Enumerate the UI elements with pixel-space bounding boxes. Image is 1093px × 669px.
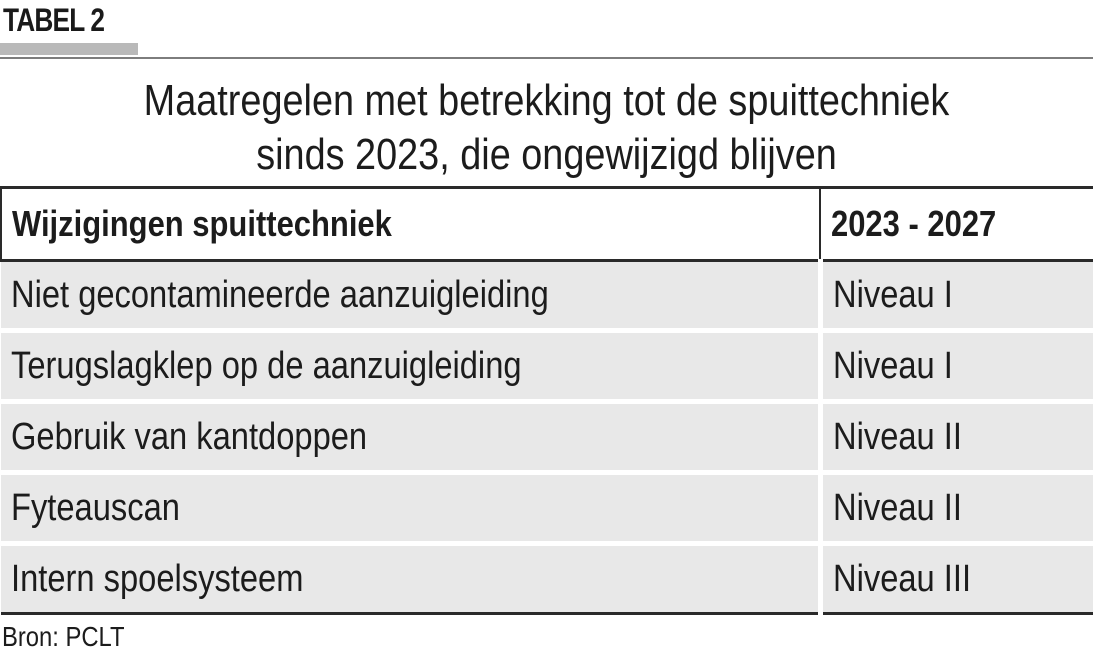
table-row: Niet gecontamineerde aanzuigleiding Nive… [1,260,1093,333]
measure-cell: Fyteauscan [1,472,823,546]
level-cell: Niveau I [820,330,1093,404]
level-cell: Niveau II [820,401,1093,475]
level-cell: Niveau II [820,472,1093,546]
table-header-row: Wijzigingen spuittechniek 2023 - 2027 [0,186,1093,262]
table-row: Fyteauscan Niveau II [1,472,1093,546]
level-cell: Niveau I [820,260,1093,333]
table-row: Intern spoelsysteem Niveau III [1,543,1093,615]
source-text: Bron: PCLT [2,621,125,652]
table-label: TABEL 2 [3,2,105,38]
table-row: Terugslagklep op de aanzuigleiding Nivea… [1,330,1093,404]
measure-cell: Intern spoelsysteem [1,543,823,615]
table-title: Maatregelen met betrekking tot de spuitt… [0,74,1093,182]
source-note: Bron: PCLT [2,617,146,657]
measure-cell: Gebruik van kantdoppen [1,401,823,475]
label-underline [0,43,138,55]
top-rule [0,57,1093,59]
measures-table: Wijzigingen spuittechniek 2023 - 2027 Ni… [0,186,1093,615]
table-row: Gebruik van kantdoppen Niveau II [1,401,1093,475]
measure-cell: Niet gecontamineerde aanzuigleiding [1,260,823,333]
measure-cell: Terugslagklep op de aanzuigleiding [1,330,823,404]
header-period: 2023 - 2027 [820,186,1093,262]
header-changes: Wijzigingen spuittechniek [0,186,821,262]
title-line-2: sinds 2023, die ongewijzigd blijven [256,130,837,179]
title-line-1: Maatregelen met betrekking tot de spuitt… [143,76,950,125]
level-cell: Niveau III [820,543,1093,615]
